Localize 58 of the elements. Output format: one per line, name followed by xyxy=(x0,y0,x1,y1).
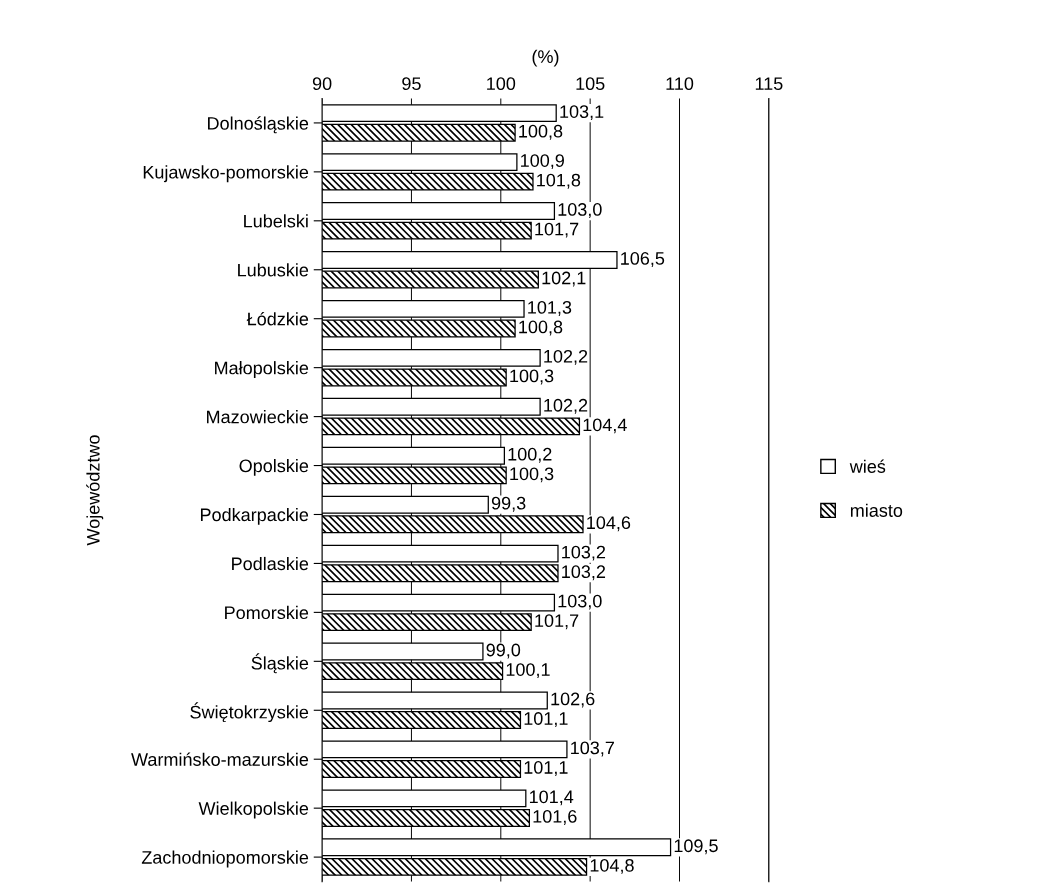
data-label: 104,6 xyxy=(587,516,631,532)
x-tick-label: 115 xyxy=(755,77,783,91)
data-label: 101,1 xyxy=(524,712,568,728)
data-label: 102,6 xyxy=(551,692,595,708)
x-axis-title: (%) xyxy=(532,49,559,67)
y-tick-label: Świętokrzyskie xyxy=(190,702,309,723)
data-label: 103,2 xyxy=(562,565,606,581)
legend-label: miasto xyxy=(850,503,903,517)
data-label: 103,1 xyxy=(560,105,604,121)
data-label: 100,2 xyxy=(508,447,552,463)
data-label: 104,4 xyxy=(583,418,627,434)
data-label: 100,9 xyxy=(521,154,564,170)
x-tick-label: 105 xyxy=(576,77,605,91)
data-label: 106,5 xyxy=(621,252,665,267)
data-label: 100,3 xyxy=(510,467,554,483)
x-tick-label: 100 xyxy=(487,77,516,91)
y-tick-label: Lubuskie xyxy=(238,263,309,277)
data-label: 100,3 xyxy=(510,369,554,385)
data-label: 100,8 xyxy=(519,320,563,336)
data-label: 102,2 xyxy=(544,349,588,365)
data-label: 101,7 xyxy=(535,614,579,630)
data-label: 101,4 xyxy=(529,790,574,806)
data-label: 109,5 xyxy=(674,839,718,855)
y-tick-label: Lubelski xyxy=(244,214,308,228)
y-tick-label: Śląskie xyxy=(251,653,309,674)
data-label: 102,2 xyxy=(544,398,588,414)
x-tick-label: 95 xyxy=(402,77,421,91)
data-label: 101,8 xyxy=(537,173,581,189)
y-tick-label: Opolskie xyxy=(239,459,309,476)
y-tick-label: Mazowieckie xyxy=(207,410,309,424)
data-label: 99,3 xyxy=(491,496,526,512)
data-label: 103,2 xyxy=(562,545,606,561)
y-tick-label: Dolnośląskie xyxy=(208,116,309,134)
y-tick-label: Małopolskie xyxy=(215,361,309,378)
data-label: 102,1 xyxy=(542,271,586,287)
data-label: 101,6 xyxy=(533,810,577,825)
y-tick-label: Kujawsko-pomorskie xyxy=(143,165,309,183)
data-label: 101,7 xyxy=(535,222,579,238)
data-label: 103,7 xyxy=(571,741,614,757)
data-label: 101,1 xyxy=(524,761,568,776)
legend-label: wieś xyxy=(849,459,886,473)
y-tick-label: Podkarpackie xyxy=(200,507,309,525)
y-tick-label: Warmińsko-mazurskie xyxy=(131,752,309,766)
data-label: 100,1 xyxy=(506,663,550,679)
y-tick-label: Zachodniopomorskie xyxy=(141,850,309,868)
data-label: 104,8 xyxy=(590,858,634,874)
y-tick-label: Łódzkie xyxy=(246,311,309,326)
data-label: 99,0 xyxy=(486,643,521,659)
data-label: 101,3 xyxy=(528,300,572,316)
data-label: 103,0 xyxy=(558,203,602,218)
y-tick-label: Pomorskie xyxy=(225,605,309,620)
y-axis-title: Województwo xyxy=(86,435,104,546)
data-label: 100,8 xyxy=(519,124,563,140)
y-tick-label: Wielkopolskie xyxy=(198,801,309,819)
x-tick-label: 110 xyxy=(666,77,694,91)
x-tick-label: 90 xyxy=(312,77,332,91)
data-label: 103,0 xyxy=(558,594,602,610)
y-tick-label: Podlaskie xyxy=(232,556,309,571)
